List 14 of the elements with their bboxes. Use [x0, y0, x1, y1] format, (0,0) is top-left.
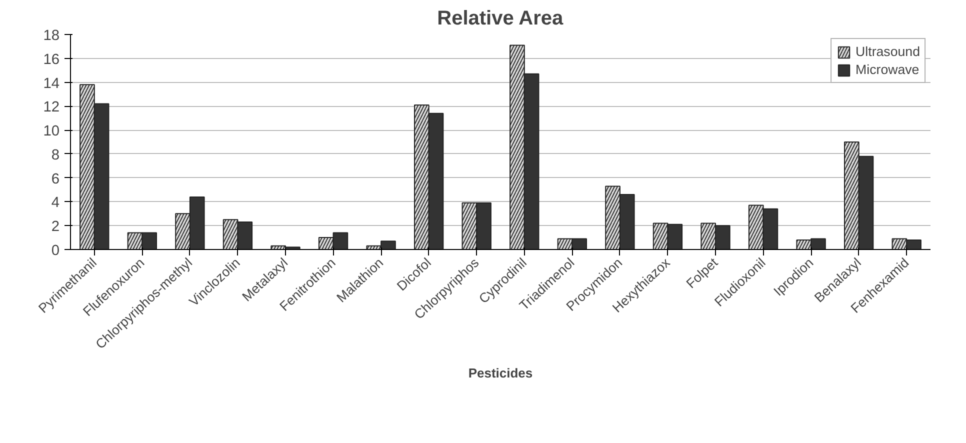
y-tick-label: 18: [43, 28, 60, 44]
legend-label: Ultrasound: [856, 44, 920, 59]
y-tick-label: 6: [51, 171, 60, 188]
y-tick-label: 4: [51, 195, 60, 212]
y-tick-label: 16: [43, 52, 60, 68]
chart-title: Relative Area: [437, 8, 564, 30]
y-tick-label: 2: [51, 219, 60, 236]
legend-label: Microwave: [856, 62, 920, 77]
y-tick-label: 8: [51, 147, 60, 164]
y-tick-label: 10: [43, 124, 60, 140]
y-tick-label: 14: [43, 76, 60, 92]
y-tick-label: 12: [43, 100, 60, 116]
y-tick-label: 0: [51, 243, 60, 259]
x-axis-title: Pesticides: [468, 365, 533, 380]
